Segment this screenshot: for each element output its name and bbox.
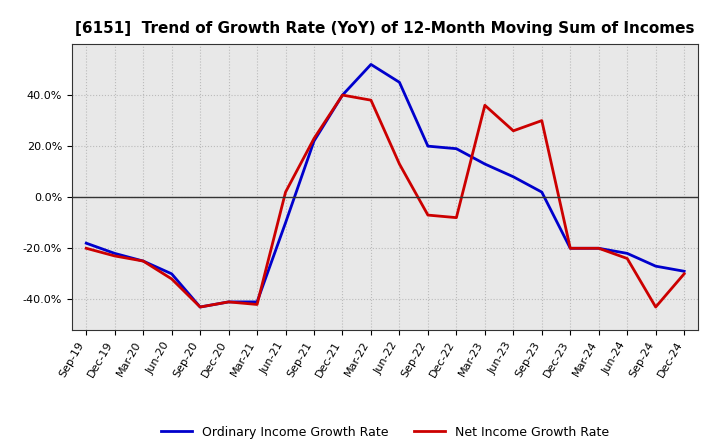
Net Income Growth Rate bbox=[225, 299, 233, 304]
Ordinary Income Growth Rate bbox=[395, 80, 404, 85]
Ordinary Income Growth Rate bbox=[566, 246, 575, 251]
Ordinary Income Growth Rate bbox=[139, 258, 148, 264]
Ordinary Income Growth Rate bbox=[452, 146, 461, 151]
Title: [6151]  Trend of Growth Rate (YoY) of 12-Month Moving Sum of Incomes: [6151] Trend of Growth Rate (YoY) of 12-… bbox=[76, 21, 695, 36]
Ordinary Income Growth Rate bbox=[680, 269, 688, 274]
Ordinary Income Growth Rate bbox=[509, 174, 518, 180]
Net Income Growth Rate bbox=[509, 128, 518, 133]
Ordinary Income Growth Rate bbox=[652, 264, 660, 269]
Net Income Growth Rate bbox=[423, 213, 432, 218]
Line: Ordinary Income Growth Rate: Ordinary Income Growth Rate bbox=[86, 64, 684, 307]
Net Income Growth Rate bbox=[537, 118, 546, 123]
Net Income Growth Rate bbox=[196, 304, 204, 310]
Ordinary Income Growth Rate bbox=[196, 304, 204, 310]
Ordinary Income Growth Rate bbox=[480, 161, 489, 167]
Net Income Growth Rate bbox=[595, 246, 603, 251]
Net Income Growth Rate bbox=[139, 258, 148, 264]
Net Income Growth Rate bbox=[282, 190, 290, 195]
Net Income Growth Rate bbox=[395, 161, 404, 167]
Ordinary Income Growth Rate bbox=[82, 241, 91, 246]
Net Income Growth Rate bbox=[253, 302, 261, 307]
Ordinary Income Growth Rate bbox=[423, 143, 432, 149]
Legend: Ordinary Income Growth Rate, Net Income Growth Rate: Ordinary Income Growth Rate, Net Income … bbox=[156, 421, 614, 440]
Ordinary Income Growth Rate bbox=[537, 190, 546, 195]
Net Income Growth Rate bbox=[480, 103, 489, 108]
Ordinary Income Growth Rate bbox=[167, 271, 176, 276]
Net Income Growth Rate bbox=[310, 136, 318, 141]
Ordinary Income Growth Rate bbox=[338, 92, 347, 98]
Line: Net Income Growth Rate: Net Income Growth Rate bbox=[86, 95, 684, 307]
Ordinary Income Growth Rate bbox=[623, 251, 631, 256]
Net Income Growth Rate bbox=[167, 276, 176, 282]
Net Income Growth Rate bbox=[366, 98, 375, 103]
Net Income Growth Rate bbox=[623, 256, 631, 261]
Net Income Growth Rate bbox=[680, 271, 688, 276]
Net Income Growth Rate bbox=[452, 215, 461, 220]
Ordinary Income Growth Rate bbox=[253, 299, 261, 304]
Net Income Growth Rate bbox=[338, 92, 347, 98]
Net Income Growth Rate bbox=[566, 246, 575, 251]
Ordinary Income Growth Rate bbox=[366, 62, 375, 67]
Ordinary Income Growth Rate bbox=[310, 139, 318, 144]
Ordinary Income Growth Rate bbox=[225, 299, 233, 304]
Net Income Growth Rate bbox=[652, 304, 660, 310]
Ordinary Income Growth Rate bbox=[595, 246, 603, 251]
Net Income Growth Rate bbox=[82, 246, 91, 251]
Ordinary Income Growth Rate bbox=[110, 251, 119, 256]
Net Income Growth Rate bbox=[110, 253, 119, 259]
Ordinary Income Growth Rate bbox=[282, 220, 290, 225]
